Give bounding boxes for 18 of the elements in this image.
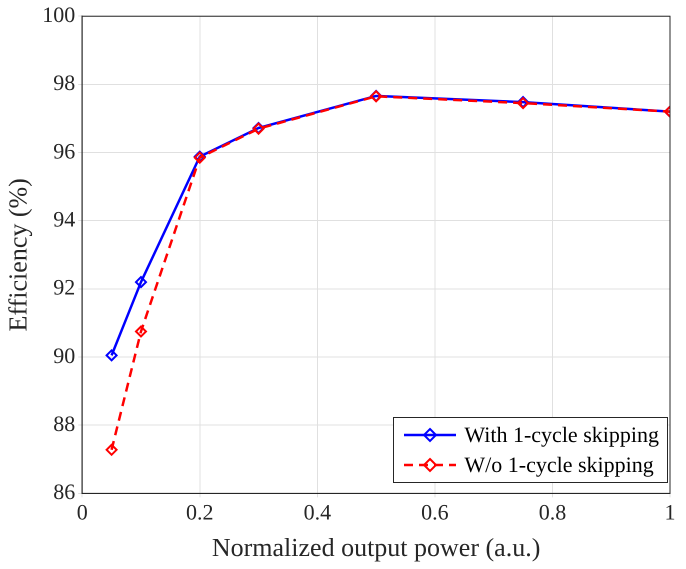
x-tick-label: 0 bbox=[76, 499, 88, 524]
y-tick-label: 100 bbox=[42, 2, 76, 27]
y-tick-label: 96 bbox=[53, 138, 76, 164]
y-axis-title: Efficiency (%) bbox=[3, 178, 32, 332]
y-tick-label: 92 bbox=[53, 274, 76, 300]
x-axis-title: Normalized output power (a.u.) bbox=[212, 533, 540, 562]
x-tick-label: 0.6 bbox=[421, 499, 449, 524]
x-tick-label: 0.8 bbox=[538, 499, 566, 524]
x-tick-label: 0.4 bbox=[304, 499, 332, 524]
y-tick-label: 88 bbox=[53, 411, 76, 436]
legend-label: W/o 1-cycle skipping bbox=[464, 451, 654, 480]
y-tick-label: 94 bbox=[53, 206, 76, 232]
x-tick-label: 1 bbox=[664, 499, 676, 524]
legend-label: With 1-cycle skipping bbox=[464, 421, 659, 450]
y-tick-label: 90 bbox=[53, 342, 76, 368]
y-tick-label: 86 bbox=[53, 479, 76, 504]
y-tick-label: 98 bbox=[53, 70, 76, 96]
x-tick-label: 0.2 bbox=[186, 499, 214, 524]
